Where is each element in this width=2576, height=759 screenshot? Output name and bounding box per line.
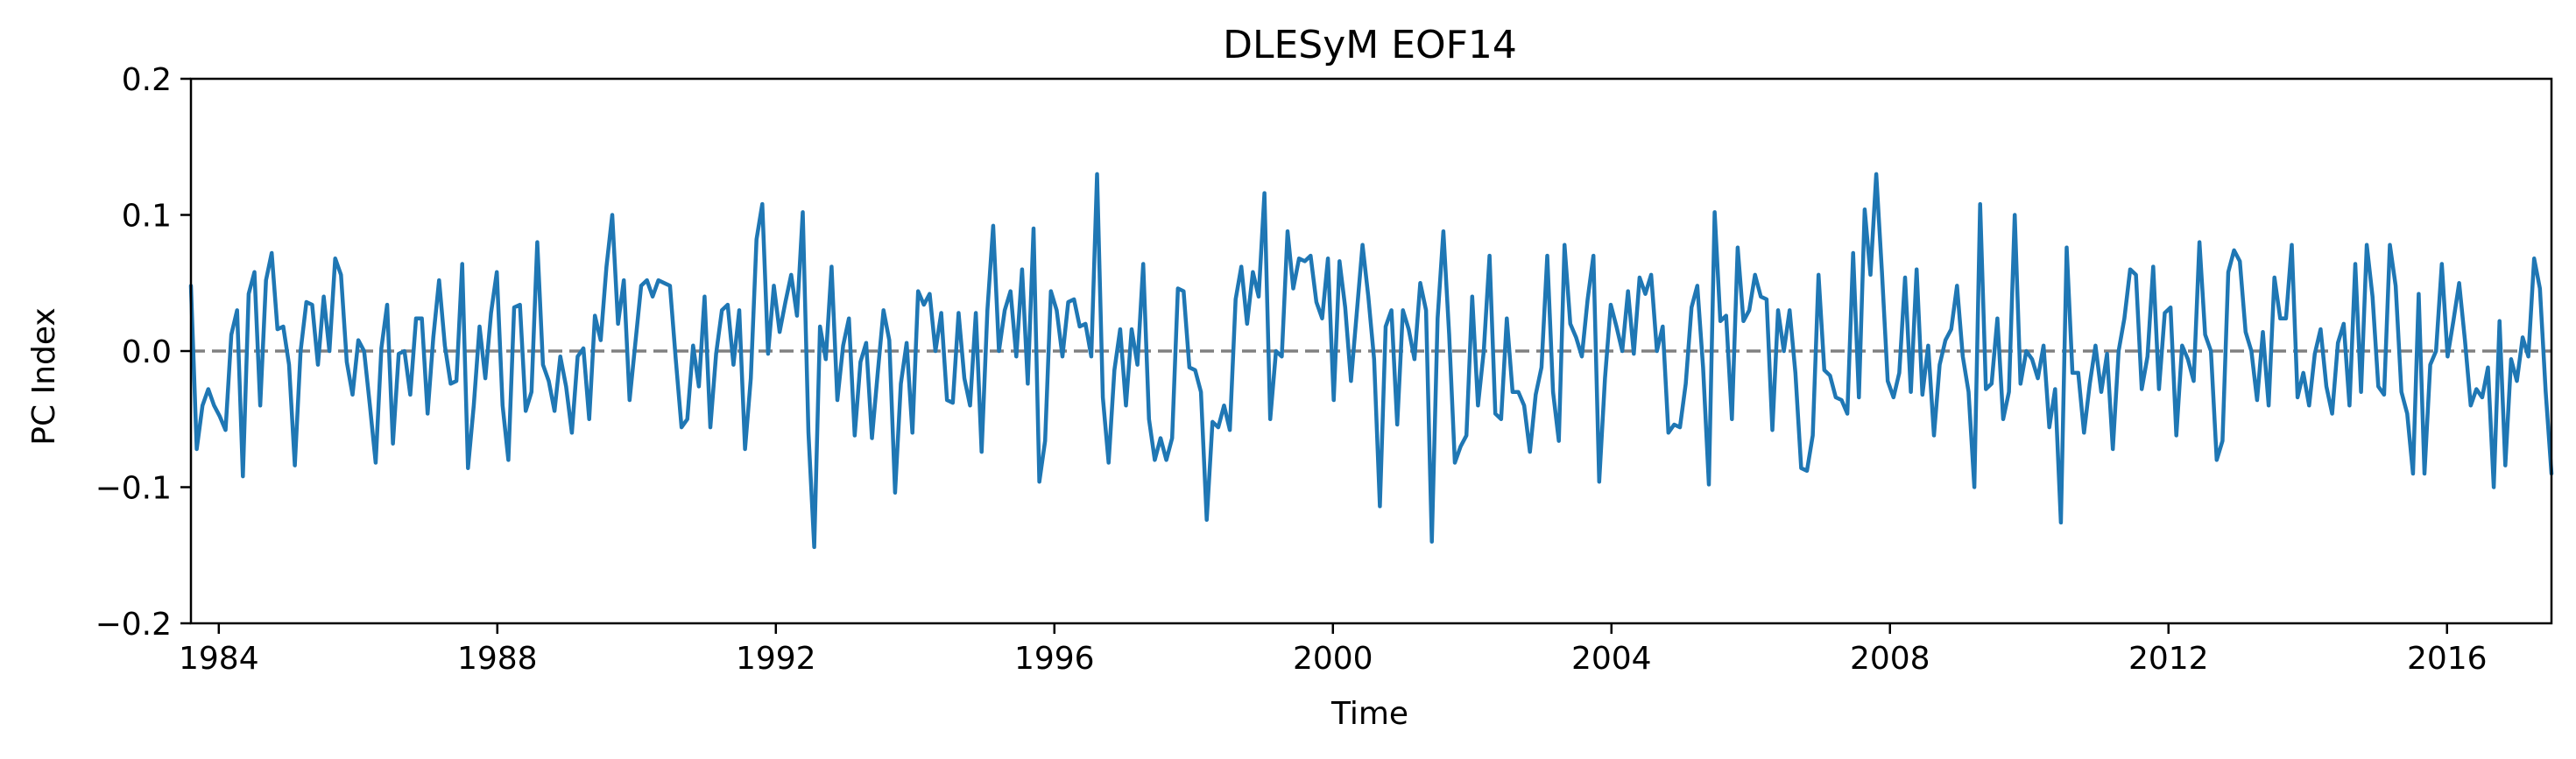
y-tick-label: 0.0	[122, 334, 172, 370]
x-tick-label: 1984	[179, 641, 259, 677]
x-tick-label: 1996	[1014, 641, 1095, 677]
x-tick-label: 1992	[736, 641, 816, 677]
x-axis-label: Time	[1330, 696, 1408, 732]
y-tick-label: −0.2	[95, 607, 172, 643]
y-axis-ticks: −0.2 −0.1 0.0 0.1 0.2	[95, 62, 191, 643]
y-tick-label: 0.1	[122, 199, 172, 235]
x-tick-label: 2012	[2128, 641, 2209, 677]
x-tick-label: 2004	[1571, 641, 1652, 677]
x-tick-label: 2016	[2407, 641, 2488, 677]
series-line	[188, 172, 2554, 550]
y-tick-label: −0.1	[95, 471, 172, 507]
x-tick-label: 1988	[457, 641, 538, 677]
chart-title: DLESyM EOF14	[1223, 23, 1517, 67]
x-tick-label: 2008	[1850, 641, 1930, 677]
y-axis-label: PC Index	[26, 307, 62, 445]
plot-frame	[189, 77, 2553, 625]
x-axis-ticks: 1984 1988 1992 1996 2000 2004 2008 2012 2016	[179, 623, 2488, 677]
x-tick-label: 2000	[1293, 641, 1373, 677]
y-tick-label: 0.2	[122, 62, 172, 98]
